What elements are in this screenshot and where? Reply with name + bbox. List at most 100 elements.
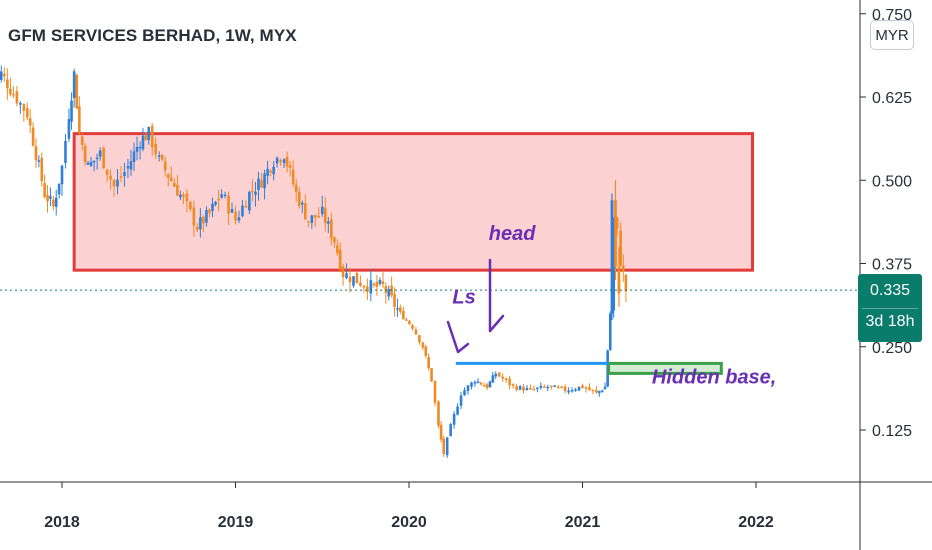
candle-body: [163, 161, 167, 171]
candle-body: [227, 195, 230, 214]
candle-body: [9, 88, 12, 95]
candle-body: [304, 203, 307, 220]
candle-body: [614, 200, 617, 267]
candle-body: [330, 219, 333, 239]
candle-body: [556, 386, 560, 389]
candle-body: [141, 135, 145, 150]
candle-body: [144, 135, 148, 141]
candle-body: [494, 373, 498, 377]
candle-body: [355, 272, 359, 284]
candle-body: [220, 194, 223, 198]
candle-body: [176, 184, 179, 196]
candle-body: [72, 71, 76, 98]
candle-body: [597, 391, 601, 394]
candle-body: [98, 150, 102, 157]
overlay-layer: head Ls Hidden base,: [0, 223, 860, 388]
candle-body: [217, 198, 220, 201]
candle-body: [92, 160, 96, 163]
candle-body: [411, 325, 414, 329]
candle-body: [285, 156, 289, 167]
candle-body: [393, 293, 396, 307]
candle-body: [43, 183, 46, 198]
candle-body: [40, 157, 44, 182]
candle-body: [179, 194, 182, 198]
candle-body: [34, 146, 38, 161]
candle-body: [549, 385, 553, 388]
candle-body: [466, 385, 470, 392]
candle-body: [275, 157, 279, 164]
candle-body: [254, 191, 257, 195]
candle-body: [272, 166, 275, 175]
candle-body: [437, 401, 440, 426]
candle-body: [501, 376, 504, 379]
candle-body: [205, 210, 208, 223]
candle-body: [22, 104, 26, 111]
currency-button[interactable]: MYR: [870, 20, 914, 50]
candle-body: [621, 265, 625, 272]
candle-body: [223, 194, 227, 197]
candle-body: [230, 208, 234, 213]
candle-body: [369, 280, 373, 294]
candle-body: [19, 102, 22, 105]
candle-body: [80, 136, 84, 145]
candle-body: [147, 126, 151, 141]
candle-body: [257, 178, 260, 190]
candle-body: [0, 71, 3, 80]
candle-body: [12, 93, 15, 96]
candle-body: [543, 386, 546, 388]
candle-body: [31, 127, 35, 146]
bar-countdown: 3d 18h: [865, 313, 915, 330]
candle-body: [37, 160, 41, 162]
candle-body: [476, 381, 480, 383]
candle-body: [612, 218, 616, 311]
head-arrow: [488, 258, 505, 333]
candle-body: [591, 389, 595, 392]
candle-body: [584, 387, 588, 389]
annotation-text: head: [489, 223, 536, 245]
candle-body: [70, 100, 73, 122]
candle-body: [15, 91, 19, 104]
candle-body: [248, 191, 251, 211]
candle-body: [314, 214, 317, 218]
candle-body: [567, 390, 570, 393]
candle-body: [157, 155, 161, 157]
candle-body: [362, 286, 366, 288]
candle-body: [418, 335, 421, 343]
candle-body: [26, 108, 29, 118]
candle-body: [546, 386, 550, 389]
candle-body: [64, 140, 67, 163]
candle-body: [75, 74, 79, 109]
candle-body: [123, 171, 126, 177]
candle-body: [338, 249, 342, 270]
candle-body: [399, 307, 402, 312]
candle-body: [54, 197, 58, 207]
candle-body: [202, 216, 205, 224]
candle-body: [408, 320, 411, 325]
candle-body: [452, 414, 456, 425]
candle-body: [234, 211, 237, 221]
candle-body: [166, 173, 170, 178]
candle-body: [511, 384, 515, 386]
candle-body: [297, 191, 301, 206]
candle-body: [619, 230, 622, 266]
candle-body: [560, 386, 563, 388]
candle-body: [199, 217, 202, 230]
candle-body: [307, 220, 310, 223]
candle-body: [282, 159, 286, 164]
candle-body: [129, 161, 133, 170]
y-tick-label: 0.750: [872, 7, 912, 24]
candle-body: [497, 372, 501, 377]
candle-body: [522, 386, 525, 391]
candle-body: [414, 329, 418, 335]
candle-body: [485, 384, 489, 389]
candle-body: [83, 145, 87, 163]
x-tick-label: 2020: [391, 514, 427, 531]
candle-body: [479, 382, 483, 385]
candle-body: [610, 200, 614, 314]
candle-body: [532, 388, 536, 391]
candle-body: [320, 206, 324, 215]
candle-body: [570, 390, 574, 392]
resistance-zone: [72, 132, 755, 272]
